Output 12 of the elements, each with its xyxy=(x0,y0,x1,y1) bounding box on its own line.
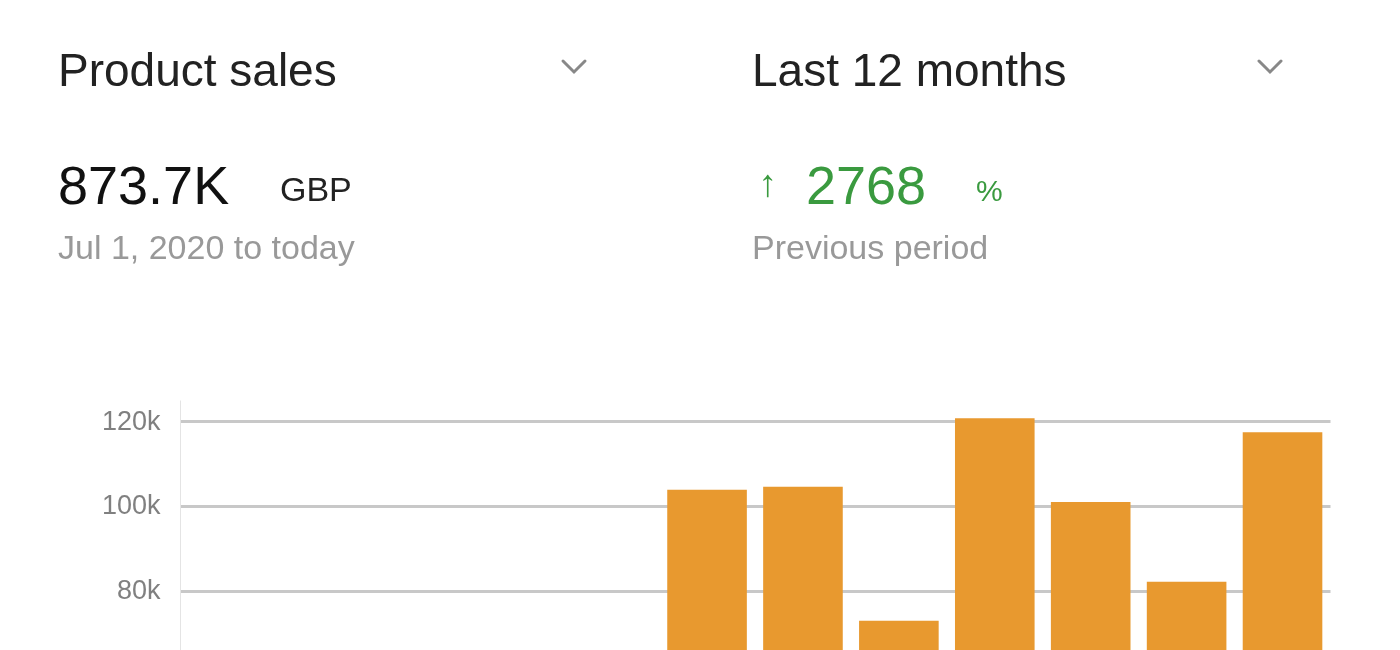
text: 2768 xyxy=(806,155,927,215)
text: ↑ xyxy=(758,162,777,204)
y-tick-label: 120k xyxy=(101,405,161,436)
y-tick-label: 100k xyxy=(101,490,161,521)
text: Jul 1, 2020 to today xyxy=(58,228,355,266)
y-tick-label: 80k xyxy=(116,575,161,606)
chart-subtitle: Last 12 months xyxy=(752,44,1067,96)
text: % xyxy=(976,174,1003,207)
chart-title: Product sales xyxy=(58,44,337,96)
text: GBP xyxy=(280,170,352,208)
text: Previous period xyxy=(752,228,989,266)
text: 873.7K xyxy=(58,155,230,215)
